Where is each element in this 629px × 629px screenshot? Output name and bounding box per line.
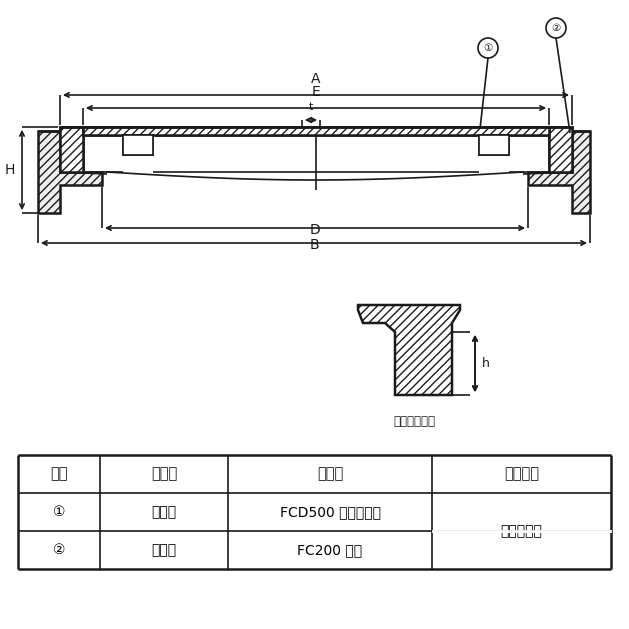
Text: ②: ② [53,543,65,557]
Polygon shape [60,127,83,172]
Text: FCD500 ダクタイル: FCD500 ダクタイル [279,505,381,519]
Text: D: D [309,223,320,237]
Polygon shape [479,135,509,155]
Text: ②: ② [552,23,560,33]
Text: ①: ① [53,505,65,519]
Text: H: H [4,163,15,177]
Polygon shape [123,135,153,155]
Text: 锈止め塗装: 锈止め塗装 [501,524,542,538]
Polygon shape [60,127,83,172]
Polygon shape [549,127,572,172]
Text: 部品名: 部品名 [151,467,177,482]
Text: 受　枠: 受 枠 [152,543,177,557]
Polygon shape [528,131,590,213]
Polygon shape [83,127,549,135]
Polygon shape [479,135,509,155]
Polygon shape [83,127,549,135]
Text: h: h [482,357,490,370]
Text: 材　質: 材 質 [317,467,343,482]
Polygon shape [38,131,102,213]
Text: ふ　た: ふ た [152,505,177,519]
Text: E: E [311,85,320,99]
Text: ①: ① [483,43,493,53]
Text: ふた端部寸法: ふた端部寸法 [393,415,435,428]
Text: 表面処理: 表面処理 [504,467,539,482]
Text: A: A [311,72,321,86]
Polygon shape [358,305,460,395]
Polygon shape [60,131,572,172]
Text: B: B [309,238,319,252]
Text: FC200 镃鉄: FC200 镃鉄 [298,543,362,557]
Polygon shape [123,135,153,155]
Text: 部番: 部番 [50,467,68,482]
Text: t: t [309,102,313,112]
Polygon shape [549,127,572,172]
